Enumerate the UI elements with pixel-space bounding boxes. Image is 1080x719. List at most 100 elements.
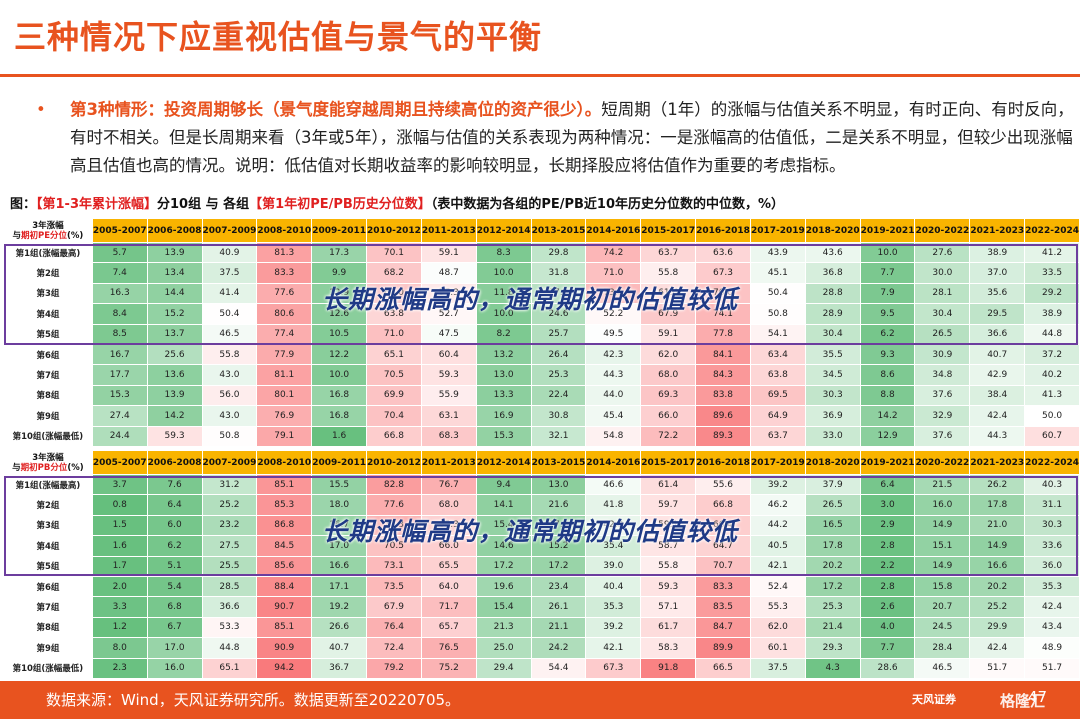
table-cell: 4.3 [805,658,861,679]
table-cell: 50.8 [202,426,258,447]
table-cell: 16.8 [311,405,368,427]
table-cell: 65.1 [202,658,258,679]
table-cell: 70.1 [366,242,422,264]
table-cell: 81.1 [256,364,313,386]
header-row: 3年涨幅 与期初PB分位(%) 2005-2007 2006-2008 2007-200… [4,451,1080,475]
column-header: 2016-2018 [695,451,751,475]
table-cell: 16.0 [914,494,971,516]
table-cell: 50.0 [1024,405,1080,427]
table-cell: 85.1 [256,474,313,496]
table-cell: 35.5 [805,344,861,366]
table-cell: 43.9 [750,242,806,264]
row-label: 第5组 [4,556,93,577]
table-cell: 8.4 [92,303,148,325]
corner-unit: (%) [67,230,84,241]
table-cell: 54.8 [585,426,642,447]
table-cell: 5.7 [92,242,148,264]
table-cell: 15.1 [914,535,971,557]
table-cell: 17.0 [531,515,587,537]
table-cell: 52.2 [585,303,642,325]
bullet-highlight: 第3种情形：投资周期够长（景气度能穿越周期且持续高位的资产很少）。 [70,100,602,119]
column-header: 2021-2023 [969,219,1026,243]
table-cell: 30.0 [914,262,971,284]
table-cell: 77.9 [256,344,313,366]
table-cell: 21.6 [531,494,587,516]
table-cell: 41.8 [585,494,642,516]
table-cell: 6.7 [147,617,203,639]
row-label: 第4组 [4,535,93,557]
table-cell: 38.9 [969,242,1026,264]
table-row: 第7组 3.3 6.8 36.6 90.7 19.2 67.9 71.7 15.4 26.1 35.… [4,596,1080,618]
table-cell: 7.9 [860,283,916,305]
table-cell: 68.3 [421,426,477,447]
table-cell: 40.3 [1024,474,1080,496]
table-cell: 0.8 [92,494,148,516]
table-cell: 59.7 [640,494,697,516]
table-cell: 83.5 [695,596,751,618]
table-cell: 66.8 [695,494,751,516]
table-cell: 66.0 [421,535,477,557]
table-cell: 14.4 [147,283,203,305]
pe-percentile-table: 3年涨幅 与期初PE分位(%) 2005-2007 2006-2008 2007-200… [4,219,1080,447]
table-cell: 16.3 [92,283,148,305]
table-cell: 40.2 [1024,364,1080,386]
table-cell: 14.9 [914,515,971,537]
table-cell: 46.5 [914,658,971,679]
table-cell: 57.1 [640,596,697,618]
column-header: 2020-2022 [914,219,971,243]
table-cell: 70.0 [695,283,751,305]
column-header: 2018-2020 [805,219,861,243]
bullet-text: 短周期（1年）的涨幅与估值关系不明显，有时正向、有时反向，有时不相关。但是长周期… [70,100,1074,175]
table-row: 第7组 17.7 13.6 43.0 81.1 10.0 70.5 59.3 13.0 25.3 4… [4,364,1080,386]
table-cell: 76.7 [421,474,477,496]
table-cell: 60.4 [421,344,477,366]
table-cell: 23.2 [202,515,258,537]
table-cell: 63.1 [421,405,477,427]
table-cell: 13.9 [147,242,203,264]
table-cell: 63.8 [750,364,806,386]
table-cell: 28.5 [202,576,258,598]
table-cell: 3.0 [860,494,916,516]
table-cell: 30.9 [914,344,971,366]
table-cell: 44.0 [585,385,642,407]
table-cell: 46.5 [202,324,258,345]
table-cell: 83.3 [256,262,313,284]
table-cell: 66.5 [695,658,751,679]
table-cell: 55.3 [750,596,806,618]
table-cell: 63.8 [366,303,422,325]
table-cell: 21.5 [914,474,971,496]
table-cell: 31.2 [202,474,258,496]
brand-logo: 天风证券 [912,693,956,706]
table-cell: 50.4 [750,283,806,305]
table-cell: 15.2 [147,303,203,325]
table-cell: 52.4 [750,576,806,598]
column-header: 2012-2014 [476,219,532,243]
table-cell: 36.6 [202,596,258,618]
column-header: 2006-2008 [147,451,203,475]
header-row: 3年涨幅 与期初PE分位(%) 2005-2007 2006-2008 2007-200… [4,219,1080,243]
table-cell: 28.9 [805,303,861,325]
table-cell: 10.0 [860,242,916,264]
table-cell: 63.7 [750,426,806,447]
table-cell: 50.4 [202,303,258,325]
table-cell: 89.6 [695,405,751,427]
table-cell: 12.2 [311,344,368,366]
table-cell: 26.5 [914,324,971,345]
table-cell: 71.7 [421,596,477,618]
row-label: 第7组 [4,596,93,618]
table-cell: 34.8 [914,364,971,386]
column-header: 2007-2009 [202,219,258,243]
table-cell: 25.2 [969,596,1026,618]
table-cell: 40.5 [750,535,806,557]
corner-metric: 期初PB分位 [20,462,68,473]
table-cell: 8.3 [476,242,532,264]
table-cell: 35.3 [585,596,642,618]
table-cell: 43.0 [202,364,258,386]
pe-overlay-note: 长期涨幅高的，通常期初的估值较低 [322,285,739,314]
column-header: 2009-2011 [311,451,368,475]
table-cell: 41.3 [1024,385,1080,407]
table-cell: 25.0 [476,637,532,659]
page-number: 47 [1028,688,1048,706]
table-cell: 40.4 [585,576,642,598]
table-row: 第4组 1.6 6.2 27.5 84.5 17.0 70.5 66.0 14.6 15.2 35.… [4,535,1080,557]
